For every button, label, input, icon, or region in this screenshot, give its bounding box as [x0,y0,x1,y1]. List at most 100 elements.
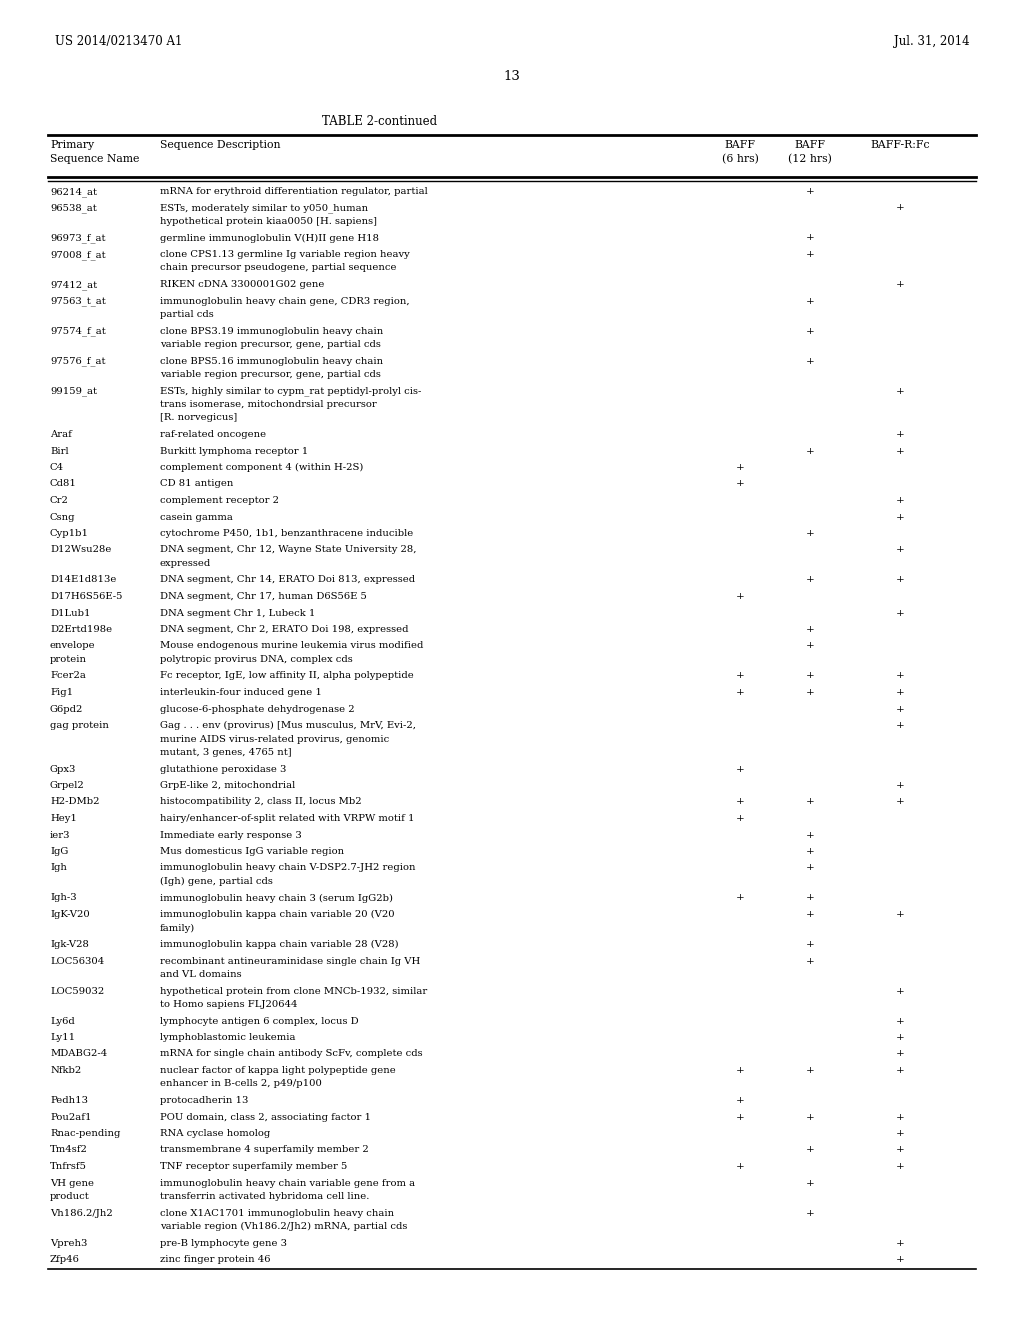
Text: DNA segment Chr 1, Lubeck 1: DNA segment Chr 1, Lubeck 1 [160,609,315,618]
Text: Mus domesticus IgG variable region: Mus domesticus IgG variable region [160,847,344,855]
Text: Rnac-pending: Rnac-pending [50,1129,121,1138]
Text: +: + [896,1129,904,1138]
Text: +: + [806,940,814,949]
Text: +: + [806,1209,814,1217]
Text: Vh186.2/Jh2: Vh186.2/Jh2 [50,1209,113,1217]
Text: Fcer2a: Fcer2a [50,672,86,681]
Text: +: + [735,894,744,903]
Text: Igk-V28: Igk-V28 [50,940,89,949]
Text: zinc finger protein 46: zinc finger protein 46 [160,1255,270,1265]
Text: +: + [806,249,814,259]
Text: +: + [806,446,814,455]
Text: Pou2af1: Pou2af1 [50,1113,91,1122]
Text: Mouse endogenous murine leukemia virus modified: Mouse endogenous murine leukemia virus m… [160,642,423,651]
Text: gag protein: gag protein [50,721,109,730]
Text: +: + [896,909,904,919]
Text: IgG: IgG [50,847,69,855]
Text: +: + [735,479,744,488]
Text: +: + [896,1255,904,1265]
Text: Pedh13: Pedh13 [50,1096,88,1105]
Text: +: + [806,797,814,807]
Text: Araf: Araf [50,430,72,440]
Text: +: + [806,672,814,681]
Text: BAFF: BAFF [725,140,756,150]
Text: Fc receptor, IgE, low affinity II, alpha polypeptide: Fc receptor, IgE, low affinity II, alpha… [160,672,414,681]
Text: +: + [896,280,904,289]
Text: Immediate early response 3: Immediate early response 3 [160,830,302,840]
Text: D2Ertd198e: D2Ertd198e [50,624,112,634]
Text: Nfkb2: Nfkb2 [50,1067,81,1074]
Text: +: + [896,1016,904,1026]
Text: histocompatibility 2, class II, locus Mb2: histocompatibility 2, class II, locus Mb… [160,797,361,807]
Text: clone BPS3.19 immunoglobulin heavy chain: clone BPS3.19 immunoglobulin heavy chain [160,326,383,335]
Text: ESTs, highly similar to cypm_rat peptidyl-prolyl cis-: ESTs, highly similar to cypm_rat peptidy… [160,387,421,396]
Text: RNA cyclase homolog: RNA cyclase homolog [160,1129,270,1138]
Text: Cd81: Cd81 [50,479,77,488]
Text: +: + [735,1067,744,1074]
Text: +: + [896,1049,904,1059]
Text: clone BPS5.16 immunoglobulin heavy chain: clone BPS5.16 immunoglobulin heavy chain [160,356,383,366]
Text: (12 hrs): (12 hrs) [788,154,831,164]
Text: Cyp1b1: Cyp1b1 [50,529,89,539]
Text: partial cds: partial cds [160,310,214,319]
Text: glutathione peroxidase 3: glutathione peroxidase 3 [160,764,287,774]
Text: mRNA for single chain antibody ScFv, complete cds: mRNA for single chain antibody ScFv, com… [160,1049,423,1059]
Text: C4: C4 [50,463,65,473]
Text: +: + [806,187,814,195]
Text: Zfp46: Zfp46 [50,1255,80,1265]
Text: Grpel2: Grpel2 [50,781,85,789]
Text: D12Wsu28e: D12Wsu28e [50,545,112,554]
Text: +: + [896,721,904,730]
Text: Ly11: Ly11 [50,1034,75,1041]
Text: [R. norvegicus]: [R. norvegicus] [160,413,238,422]
Text: +: + [896,576,904,585]
Text: H2-DMb2: H2-DMb2 [50,797,99,807]
Text: envelope: envelope [50,642,95,651]
Text: Igh: Igh [50,863,67,873]
Text: immunoglobulin kappa chain variable 20 (V20: immunoglobulin kappa chain variable 20 (… [160,909,394,919]
Text: protocadherin 13: protocadherin 13 [160,1096,249,1105]
Text: +: + [896,688,904,697]
Text: Gag . . . env (provirus) [Mus musculus, MrV, Evi-2,: Gag . . . env (provirus) [Mus musculus, … [160,721,416,730]
Text: nuclear factor of kappa light polypeptide gene: nuclear factor of kappa light polypeptid… [160,1067,395,1074]
Text: +: + [735,814,744,822]
Text: murine AIDS virus-related provirus, genomic: murine AIDS virus-related provirus, geno… [160,734,389,743]
Text: CD 81 antigen: CD 81 antigen [160,479,233,488]
Text: IgK-V20: IgK-V20 [50,909,90,919]
Text: immunoglobulin heavy chain gene, CDR3 region,: immunoglobulin heavy chain gene, CDR3 re… [160,297,410,305]
Text: immunoglobulin heavy chain 3 (serum IgG2b): immunoglobulin heavy chain 3 (serum IgG2… [160,894,393,903]
Text: +: + [896,1113,904,1122]
Text: polytropic provirus DNA, complex cds: polytropic provirus DNA, complex cds [160,655,352,664]
Text: TABLE 2-continued: TABLE 2-continued [323,115,437,128]
Text: Cr2: Cr2 [50,496,69,506]
Text: 13: 13 [504,70,520,83]
Text: VH gene: VH gene [50,1179,94,1188]
Text: immunoglobulin heavy chain V-DSP2.7-JH2 region: immunoglobulin heavy chain V-DSP2.7-JH2 … [160,863,416,873]
Text: +: + [735,688,744,697]
Text: Gpx3: Gpx3 [50,764,77,774]
Text: LOC59032: LOC59032 [50,986,104,995]
Text: immunoglobulin heavy chain variable gene from a: immunoglobulin heavy chain variable gene… [160,1179,415,1188]
Text: Birl: Birl [50,446,69,455]
Text: GrpE-like 2, mitochondrial: GrpE-like 2, mitochondrial [160,781,295,789]
Text: +: + [806,297,814,305]
Text: +: + [806,863,814,873]
Text: 97563_t_at: 97563_t_at [50,297,105,306]
Text: DNA segment, Chr 12, Wayne State University 28,: DNA segment, Chr 12, Wayne State Univers… [160,545,417,554]
Text: lymphoblastomic leukemia: lymphoblastomic leukemia [160,1034,296,1041]
Text: enhancer in B-cells 2, p49/p100: enhancer in B-cells 2, p49/p100 [160,1080,322,1089]
Text: +: + [806,326,814,335]
Text: +: + [806,957,814,965]
Text: +: + [806,234,814,243]
Text: (Igh) gene, partial cds: (Igh) gene, partial cds [160,876,272,886]
Text: +: + [896,387,904,396]
Text: recombinant antineuraminidase single chain Ig VH: recombinant antineuraminidase single cha… [160,957,420,965]
Text: LOC56304: LOC56304 [50,957,104,965]
Text: 96538_at: 96538_at [50,203,96,214]
Text: transmembrane 4 superfamily member 2: transmembrane 4 superfamily member 2 [160,1146,369,1155]
Text: +: + [896,430,904,440]
Text: G6pd2: G6pd2 [50,705,83,714]
Text: +: + [735,1096,744,1105]
Text: casein gamma: casein gamma [160,512,232,521]
Text: +: + [806,830,814,840]
